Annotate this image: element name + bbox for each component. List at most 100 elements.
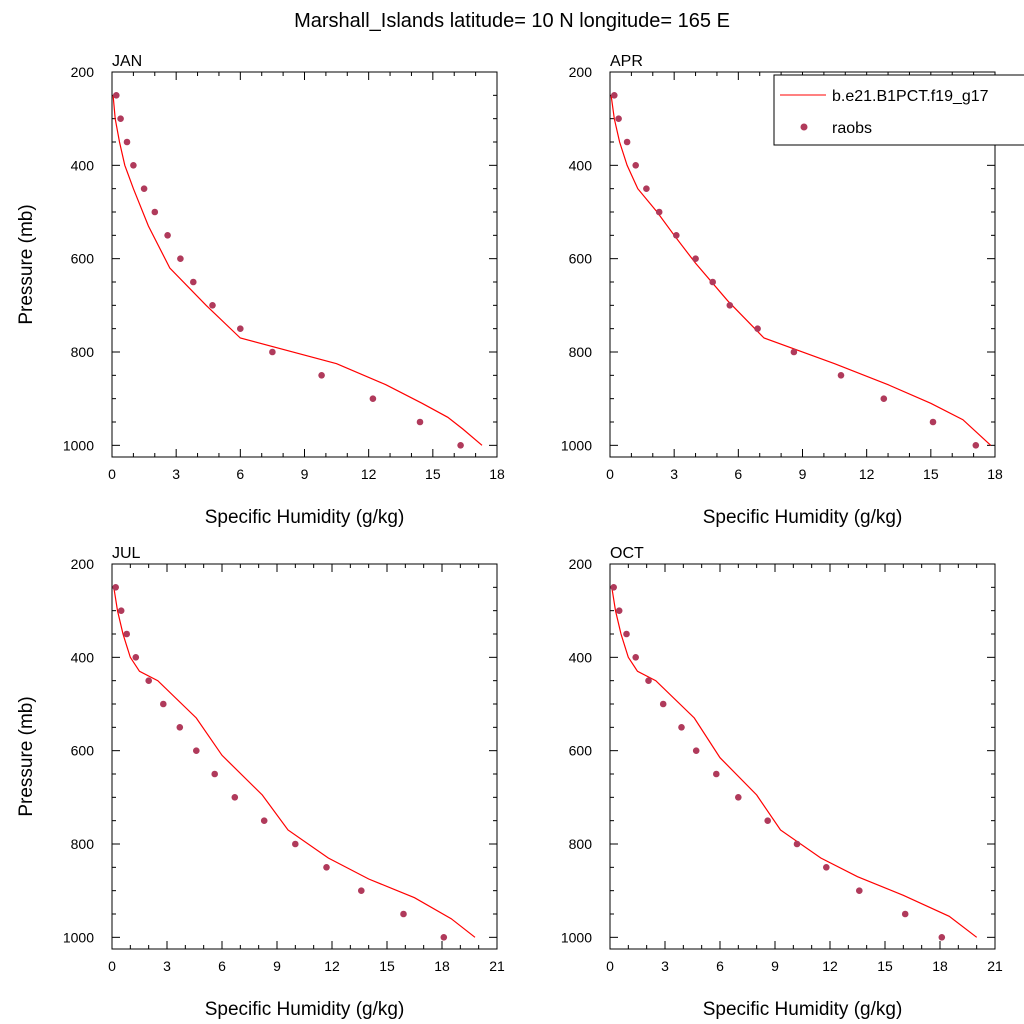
obs-point	[193, 747, 200, 754]
obs-point	[692, 747, 700, 754]
obs-point	[645, 677, 652, 684]
obs-point	[231, 794, 239, 801]
x-tick-label: 6	[218, 958, 226, 974]
y-tick-label: 1000	[561, 929, 592, 945]
obs-point	[880, 395, 888, 403]
obs-point	[176, 724, 184, 731]
x-tick-label: 21	[489, 958, 505, 974]
panel-title: JAN	[112, 53, 142, 70]
obs-point	[901, 910, 909, 918]
obs-point	[793, 840, 801, 848]
obs-point	[113, 92, 120, 99]
obs-point	[211, 770, 218, 778]
y-tick-label: 600	[71, 743, 95, 759]
y-tick-label: 400	[71, 649, 95, 665]
x-tick-label: 15	[877, 958, 893, 974]
obs-point	[369, 395, 377, 403]
obs-point	[457, 442, 464, 449]
x-tick-label: 6	[716, 958, 724, 974]
obs-point	[140, 185, 148, 192]
obs-point	[177, 255, 184, 262]
x-tick-label: 9	[301, 466, 309, 482]
obs-point	[659, 700, 667, 708]
y-tick-label: 1000	[561, 437, 592, 453]
obs-point	[655, 208, 663, 216]
series-line-model	[112, 95, 483, 446]
x-tick-label: 3	[670, 466, 678, 482]
y-tick-label: 1000	[63, 929, 94, 945]
obs-point	[237, 325, 244, 333]
panel-title: JUL	[112, 545, 141, 562]
legend-box	[773, 74, 1024, 146]
obs-point	[632, 654, 639, 661]
figure-title: Marshall_Islands latitude= 10 N longitud…	[294, 10, 730, 32]
x-axis-label: Specific Humidity (g/kg)	[205, 507, 405, 528]
y-tick-label: 1000	[63, 437, 94, 453]
panel-title: APR	[610, 53, 643, 70]
x-tick-label: 3	[172, 466, 180, 482]
x-tick-label: 0	[108, 466, 116, 482]
obs-point	[735, 794, 742, 801]
y-tick-label: 200	[569, 64, 593, 80]
x-tick-label: 18	[489, 466, 505, 482]
panel-apr: APR 0 3 6 9 12 15 18 200 400 600 800 1000 Specific Hu…	[561, 53, 1003, 528]
x-axis-label: Specific Humidity (g/kg)	[703, 999, 903, 1020]
obs-point	[112, 584, 119, 591]
x-tick-label: 18	[434, 958, 450, 974]
obs-point	[673, 232, 680, 239]
obs-point	[623, 138, 631, 146]
y-tick-label: 400	[569, 649, 593, 665]
obs-point	[611, 92, 618, 99]
obs-point	[151, 208, 159, 216]
obs-point	[726, 302, 734, 309]
y-axis-label: Pressure (mb)	[16, 696, 37, 816]
obs-point	[292, 840, 299, 848]
legend: b.e21.B1PCT.f19_g17 raobs	[773, 74, 1024, 146]
x-tick-label: 15	[425, 466, 441, 482]
obs-point	[692, 255, 699, 262]
x-tick-label: 0	[606, 958, 614, 974]
obs-point	[678, 724, 685, 731]
obs-point	[190, 278, 197, 286]
obs-point	[623, 630, 630, 638]
y-axis-label: Pressure (mb)	[16, 204, 37, 324]
x-tick-label: 12	[822, 958, 838, 974]
y-tick-label: 800	[569, 836, 593, 852]
y-tick-label: 200	[569, 556, 593, 572]
obs-point	[117, 115, 124, 122]
y-tick-label: 600	[569, 251, 593, 267]
series-line-model	[113, 587, 476, 938]
obs-point	[123, 138, 131, 146]
obs-point	[610, 584, 617, 591]
obs-point	[440, 934, 448, 941]
x-tick-label: 9	[273, 958, 281, 974]
obs-point	[123, 630, 130, 638]
obs-point	[416, 418, 424, 426]
obs-point	[164, 232, 171, 239]
obs-point	[209, 302, 216, 309]
x-tick-label: 9	[799, 466, 807, 482]
panel-jan: JAN 0 3 6 9 12 15 18 200 400 600 800 1000 Specific Hu…	[16, 53, 505, 528]
obs-point	[318, 372, 325, 379]
plot-frame	[111, 563, 498, 950]
obs-point	[632, 162, 639, 169]
obs-point	[823, 864, 830, 871]
obs-point	[713, 770, 720, 778]
obs-point	[837, 372, 845, 379]
obs-point	[130, 162, 137, 169]
x-axis-label: Specific Humidity (g/kg)	[205, 999, 405, 1020]
x-tick-label: 6	[236, 466, 244, 482]
y-tick-label: 200	[71, 64, 95, 80]
series-line-model	[611, 587, 978, 938]
x-tick-label: 3	[163, 958, 171, 974]
x-tick-label: 3	[661, 958, 669, 974]
obs-point	[856, 887, 863, 894]
x-tick-label: 21	[987, 958, 1003, 974]
x-tick-label: 9	[771, 958, 779, 974]
legend-model-label: b.e21.B1PCT.f19_g17	[832, 88, 989, 105]
y-tick-label: 800	[71, 344, 95, 360]
x-tick-label: 12	[361, 466, 377, 482]
panel-jul: JUL 0 3 6 9 12 15 18 21 200 400 600 800 1000 Specific …	[16, 545, 505, 1020]
x-tick-label: 18	[987, 466, 1003, 482]
